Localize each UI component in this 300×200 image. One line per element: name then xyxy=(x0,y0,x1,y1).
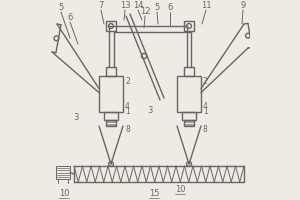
Text: 9: 9 xyxy=(240,1,246,10)
Text: 1: 1 xyxy=(203,107,208,116)
Text: 3: 3 xyxy=(147,106,153,114)
Text: 6: 6 xyxy=(167,3,173,12)
Text: 1: 1 xyxy=(125,107,130,116)
Text: 15: 15 xyxy=(149,190,159,198)
Text: 3: 3 xyxy=(73,114,79,122)
Text: 10: 10 xyxy=(59,190,69,198)
Text: 13: 13 xyxy=(120,1,130,10)
Bar xyxy=(104,112,118,120)
Bar xyxy=(184,120,194,126)
Text: 4: 4 xyxy=(203,102,208,111)
Text: 8: 8 xyxy=(125,125,130,134)
Bar xyxy=(177,76,201,112)
Bar xyxy=(56,166,70,179)
Text: 14: 14 xyxy=(133,1,143,10)
Bar xyxy=(99,76,123,112)
Bar xyxy=(182,112,196,120)
Bar xyxy=(184,21,194,31)
Bar xyxy=(184,67,194,76)
Text: 8: 8 xyxy=(203,125,208,134)
Text: 10: 10 xyxy=(175,186,185,194)
Text: 6: 6 xyxy=(67,14,73,22)
Text: 11: 11 xyxy=(201,1,211,10)
Text: 12: 12 xyxy=(140,7,150,17)
Text: 5: 5 xyxy=(58,3,64,12)
Text: 5: 5 xyxy=(154,3,160,12)
Text: 4: 4 xyxy=(125,102,130,111)
Text: 2: 2 xyxy=(203,77,208,86)
Bar xyxy=(106,67,116,76)
Bar xyxy=(106,21,116,31)
Text: 7: 7 xyxy=(98,1,104,10)
Text: 2: 2 xyxy=(125,77,130,86)
Bar xyxy=(106,120,116,126)
